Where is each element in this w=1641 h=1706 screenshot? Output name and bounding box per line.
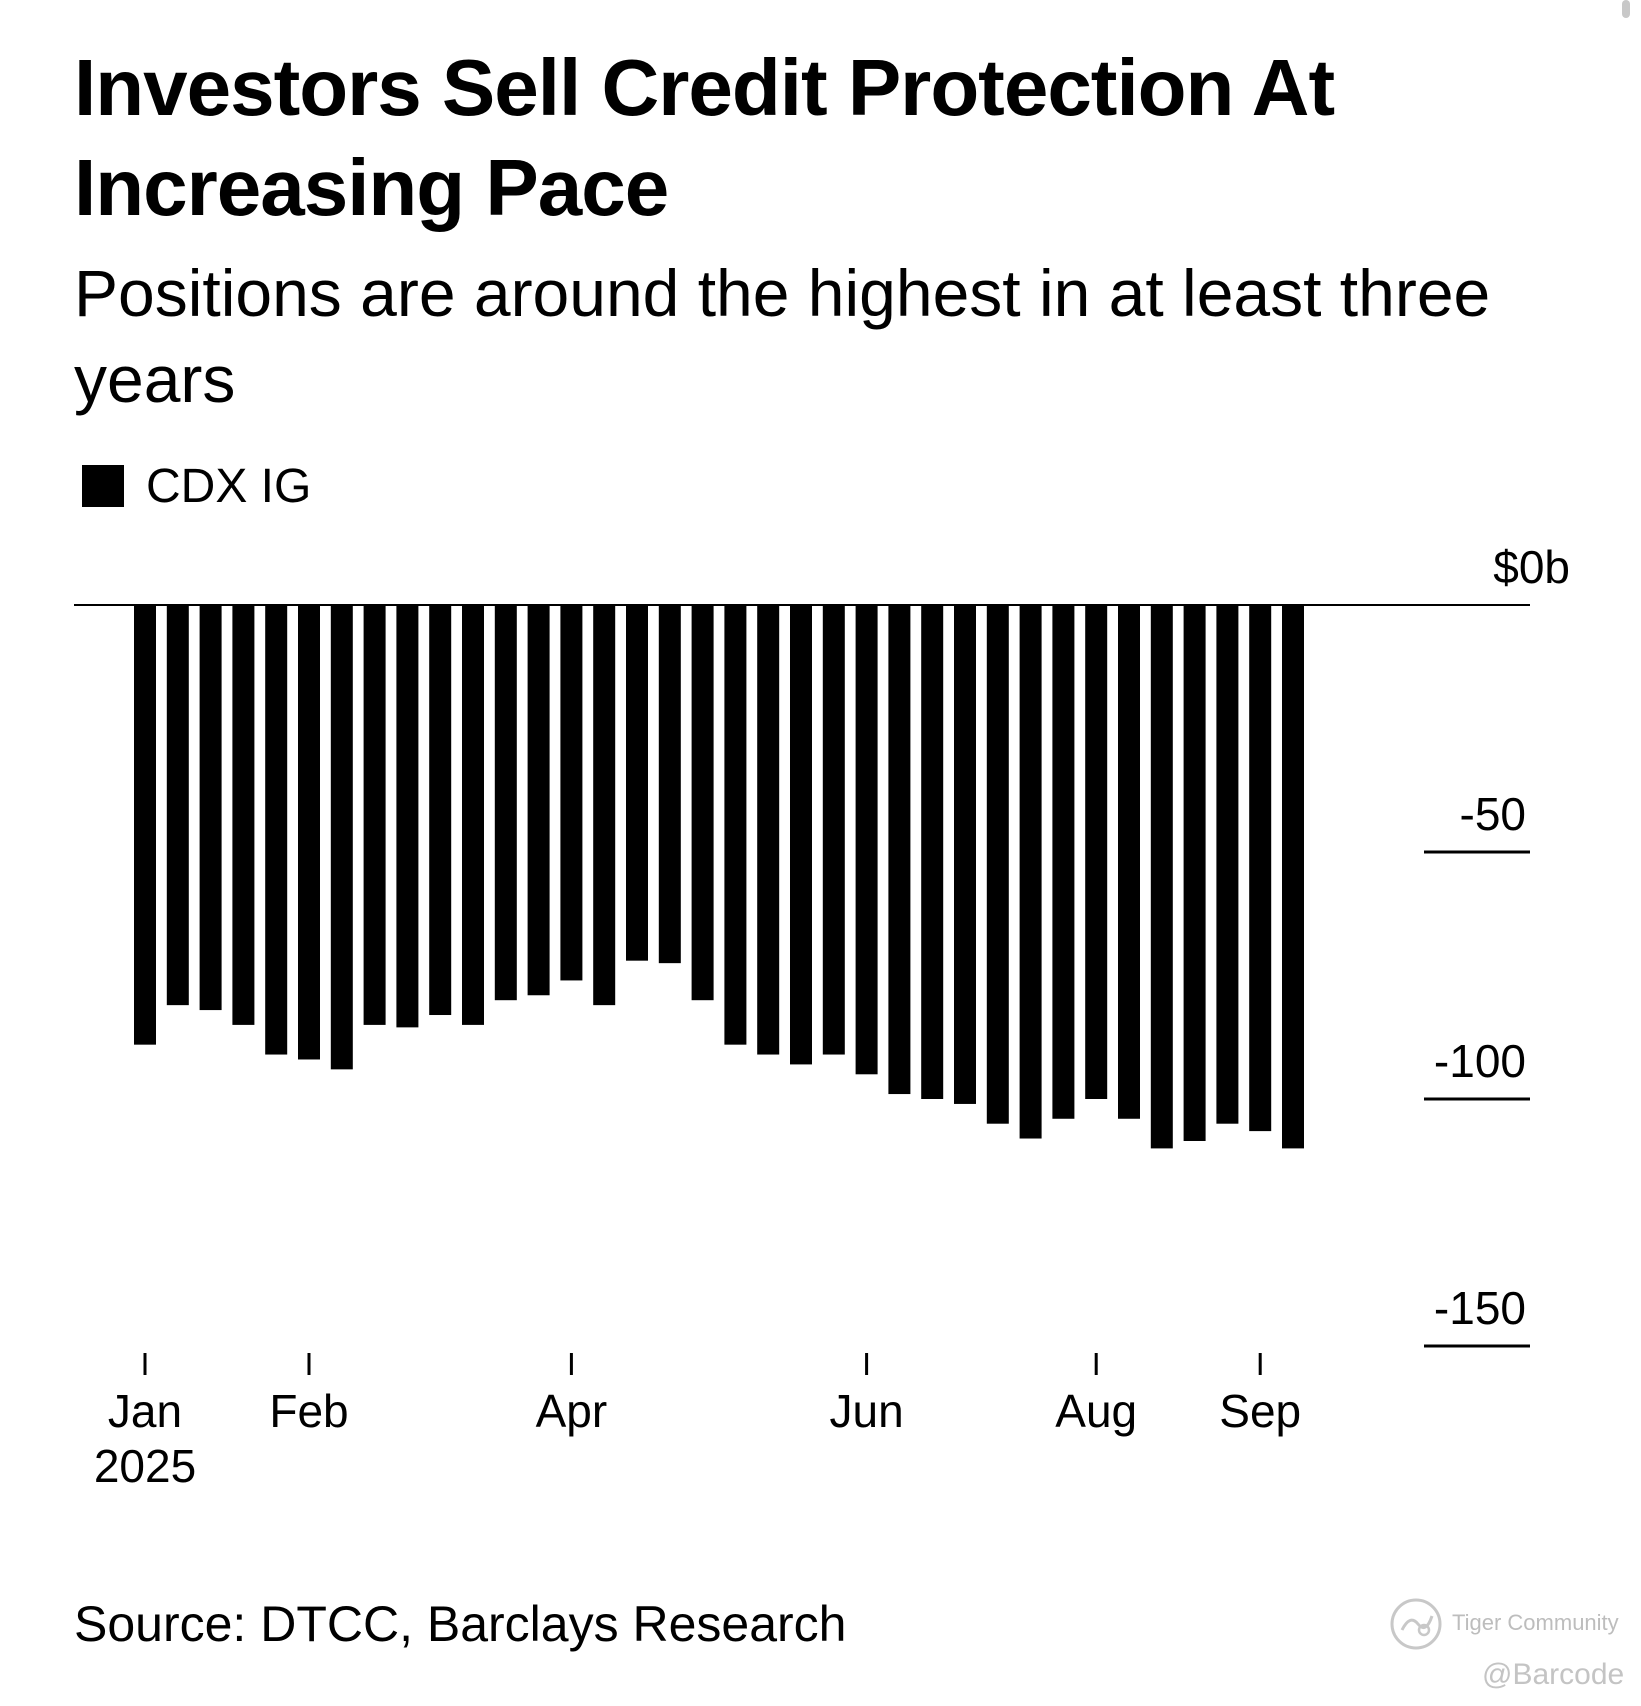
bar-9 [429,605,452,1016]
legend-label: CDX IG [146,459,312,513]
bar-22 [855,605,878,1075]
scroll-indicator[interactable] [1622,0,1630,18]
bar-30 [1118,605,1140,1119]
y-tick-label-0: $0b [1493,541,1570,593]
author-handle: @Barcode [1482,1658,1625,1691]
bar-23 [888,605,911,1095]
bar-35 [1282,605,1304,1149]
bar-5 [298,605,320,1060]
x-tick-sublabel-0: 2025 [94,1440,196,1490]
bar-0 [134,605,156,1045]
bar-24 [921,605,944,1099]
bar-17 [691,605,714,1001]
bar-2 [199,605,222,1011]
bar-12 [527,605,550,996]
bar-21 [822,605,845,1055]
bar-6 [330,605,353,1070]
watermark-text: Tiger Community [1452,1610,1619,1635]
y-tick-label-1: -50 [1460,788,1526,840]
bar-34 [1249,605,1272,1132]
chart-subtitle: Positions are around the highest in at l… [74,256,1491,416]
bar-28 [1052,605,1075,1119]
bar-13 [560,605,583,981]
x-tick-label-2: Apr [536,1385,608,1437]
y-tick-label-2: -100 [1434,1035,1526,1087]
bar-32 [1183,605,1206,1141]
source-note: Source: DTCC, Barclays Research [74,1596,847,1652]
x-tick-label-1: Feb [269,1385,348,1437]
x-tick-label-0: Jan [108,1385,182,1437]
bar-4 [265,605,288,1055]
legend-swatch [82,465,124,507]
bar-11 [494,605,517,1001]
bar-19 [757,605,780,1055]
bar-29 [1085,605,1108,1099]
x-tick-label-5: Sep [1219,1385,1301,1437]
bar-14 [593,605,616,1006]
bar-27 [1019,605,1042,1139]
legend: CDX IG [82,456,311,516]
bar-18 [724,605,747,1045]
bar-1 [166,605,189,1006]
bar-15 [626,605,648,961]
bar-33 [1216,605,1239,1124]
bar-25 [954,605,976,1104]
y-tick-label-3: -150 [1434,1282,1526,1334]
x-tick-label-3: Jun [830,1385,904,1437]
bar-3 [232,605,255,1025]
x-tick-label-4: Aug [1055,1385,1137,1437]
bar-7 [363,605,386,1025]
bar-31 [1150,605,1173,1149]
bar-16 [658,605,681,964]
bar-8 [396,605,419,1028]
tiger-community-logo-icon [1390,1598,1442,1650]
watermark: Tiger Community [1388,1596,1628,1656]
bar-10 [462,605,484,1025]
chart-title: Investors Sell Credit Protection At Incr… [74,43,1335,232]
bar-20 [790,605,812,1065]
bar-26 [986,605,1009,1124]
